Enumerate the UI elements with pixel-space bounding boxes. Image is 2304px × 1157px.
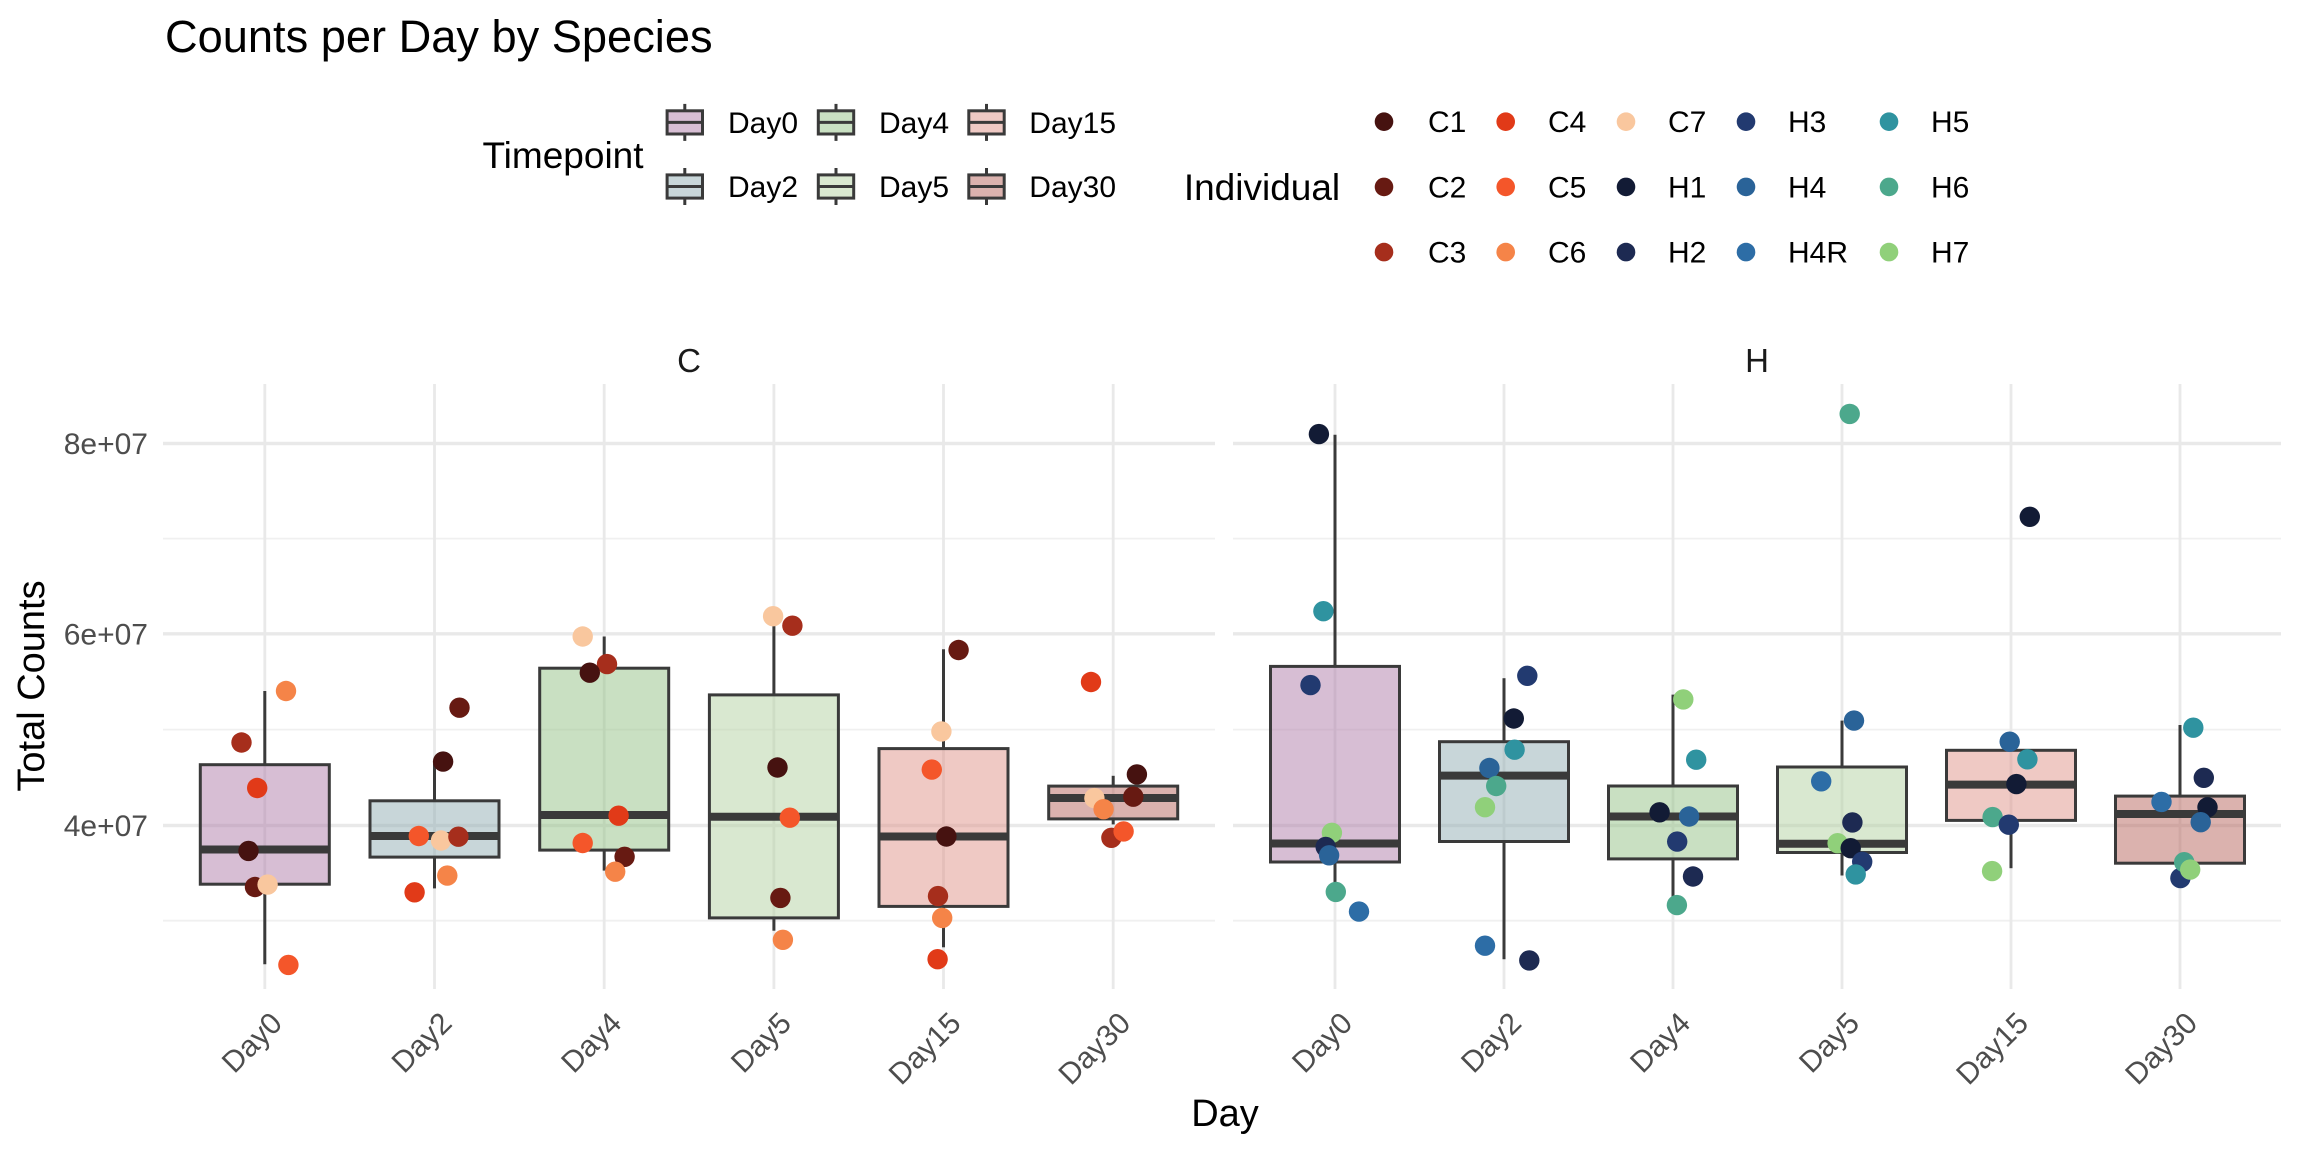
svg-text:Day15: Day15 — [1029, 107, 1116, 140]
svg-text:4e+07: 4e+07 — [64, 810, 148, 843]
svg-text:Day5: Day5 — [879, 171, 949, 204]
svg-text:Total Counts: Total Counts — [11, 580, 53, 791]
svg-text:Individual: Individual — [1184, 167, 1340, 208]
svg-text:C7: C7 — [1668, 106, 1706, 139]
svg-text:C2: C2 — [1428, 171, 1466, 204]
svg-text:Day30: Day30 — [1029, 171, 1116, 204]
svg-text:H2: H2 — [1668, 237, 1706, 270]
svg-text:C3: C3 — [1428, 237, 1466, 270]
svg-text:C6: C6 — [1548, 237, 1586, 270]
svg-text:H1: H1 — [1668, 171, 1706, 204]
svg-text:C4: C4 — [1548, 106, 1586, 139]
svg-text:H6: H6 — [1931, 171, 1969, 204]
svg-text:Day2: Day2 — [728, 171, 798, 204]
svg-text:Timepoint: Timepoint — [482, 135, 644, 176]
svg-text:Day: Day — [1191, 1093, 1259, 1135]
svg-text:Day0: Day0 — [728, 107, 798, 140]
svg-text:C5: C5 — [1548, 171, 1586, 204]
svg-text:H: H — [1745, 342, 1769, 379]
svg-text:H5: H5 — [1931, 106, 1969, 139]
svg-text:H7: H7 — [1931, 237, 1969, 270]
svg-text:H4: H4 — [1788, 171, 1826, 204]
svg-text:C: C — [677, 342, 701, 379]
svg-text:H3: H3 — [1788, 106, 1826, 139]
svg-text:Counts per Day by Species: Counts per Day by Species — [165, 11, 713, 62]
svg-text:6e+07: 6e+07 — [64, 618, 148, 651]
svg-text:Day4: Day4 — [879, 107, 949, 140]
svg-text:C1: C1 — [1428, 106, 1466, 139]
svg-text:H4R: H4R — [1788, 237, 1848, 270]
svg-text:8e+07: 8e+07 — [64, 428, 148, 461]
